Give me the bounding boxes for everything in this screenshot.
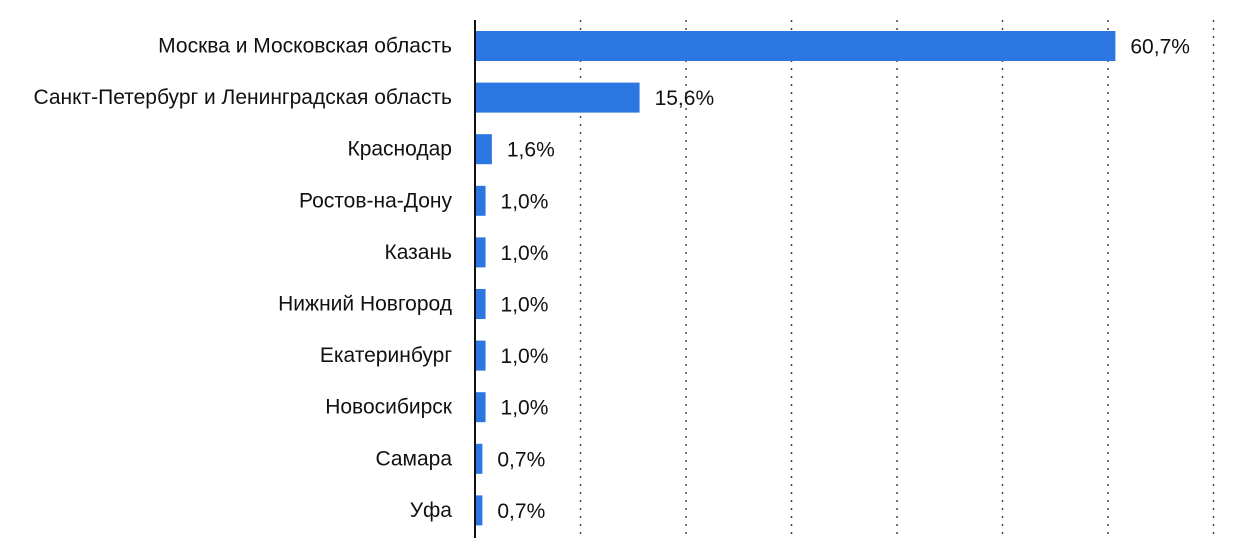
category-label: Нижний Новгород: [278, 293, 452, 316]
bar: [475, 289, 486, 319]
category-label: Москва и Московская область: [158, 35, 452, 58]
value-label: 60,7%: [1130, 36, 1190, 59]
bar: [475, 31, 1116, 61]
bar: [475, 443, 483, 474]
value-label: 1,0%: [501, 190, 549, 213]
bar: [475, 392, 486, 423]
value-label: 0,7%: [497, 500, 545, 523]
bar: [475, 237, 486, 268]
bar: [475, 185, 486, 216]
value-label: 1,0%: [501, 397, 549, 420]
value-label: 1,6%: [507, 139, 555, 162]
bar: [475, 134, 492, 165]
value-label: 0,7%: [497, 448, 545, 471]
category-label: Санкт-Петербург и Ленинградская область: [33, 86, 452, 109]
bar: [475, 82, 640, 113]
value-label: 1,0%: [501, 242, 549, 265]
value-label: 15,6%: [655, 87, 715, 110]
value-labels: 60,7% 15,6% 1,6% 1,0% 1,0% 1,0% 1,0% 1,0% 0,7% 0,…: [497, 36, 1190, 523]
category-label: Казань: [384, 241, 452, 264]
category-label: Новосибирск: [325, 396, 453, 419]
bar: [475, 340, 486, 371]
bar: [475, 495, 483, 526]
category-label: Самара: [375, 447, 452, 470]
category-label: Ростов-на-Дону: [299, 189, 452, 212]
category-label: Екатеринбург: [320, 344, 452, 367]
bars: [475, 31, 1116, 526]
category-label: Краснодар: [347, 138, 452, 161]
category-label: Уфа: [410, 499, 453, 522]
category-labels: Москва и Московская область Санкт-Петербу…: [33, 35, 452, 522]
value-label: 1,0%: [501, 345, 549, 368]
value-label: 1,0%: [501, 294, 549, 317]
